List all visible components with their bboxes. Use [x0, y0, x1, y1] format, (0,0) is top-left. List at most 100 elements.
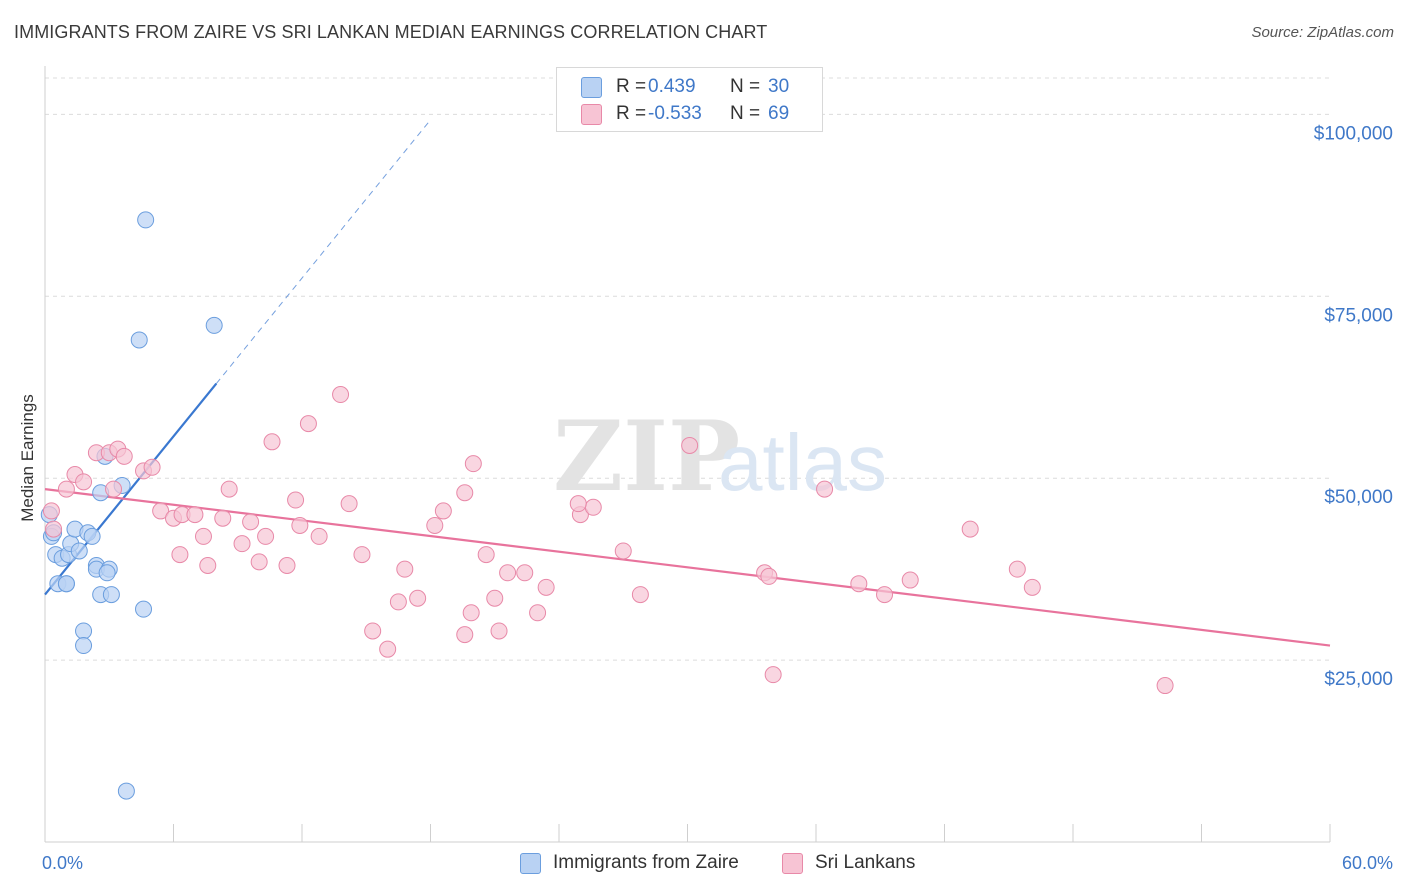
data-point-srilankans	[353, 546, 371, 564]
data-point-zaire	[117, 782, 135, 800]
data-point-srilankans	[199, 557, 217, 575]
data-point-srilankans	[681, 436, 699, 454]
data-point-srilankans	[263, 433, 281, 451]
data-point-srilankans	[464, 455, 482, 473]
data-point-srilankans	[242, 513, 260, 531]
x-tick-label-end: 60.0%	[1342, 853, 1393, 873]
data-point-srilankans	[537, 578, 555, 596]
bottom-legend-srilankans: Sri Lankans	[782, 852, 915, 874]
data-point-srilankans	[516, 564, 534, 582]
y-tick-label: $50,000	[1324, 487, 1393, 508]
data-point-srilankans	[764, 666, 782, 684]
data-point-zaire	[130, 331, 148, 349]
data-point-srilankans	[901, 571, 919, 589]
data-points	[40, 211, 1174, 800]
data-point-srilankans	[434, 502, 452, 520]
data-point-srilankans	[1023, 578, 1041, 596]
legend-r-label: R =	[616, 103, 647, 124]
data-point-srilankans	[75, 473, 93, 491]
legend-n-label: N =	[730, 103, 761, 124]
y-axis-label: Median Earnings	[18, 394, 37, 522]
y-tick-label: $25,000	[1324, 669, 1393, 690]
data-point-srilankans	[631, 586, 649, 604]
data-point-srilankans	[961, 520, 979, 538]
bottom-legend-label-zaire: Immigrants from Zaire	[553, 852, 739, 873]
data-point-srilankans	[194, 527, 212, 545]
legend-r-value: -0.533	[648, 103, 702, 124]
y-tick-label: $100,000	[1314, 123, 1393, 144]
data-point-srilankans	[45, 520, 63, 538]
data-point-srilankans	[1008, 560, 1026, 578]
x-tick-label-start: 0.0%	[42, 853, 83, 873]
chart-title: IMMIGRANTS FROM ZAIRE VS SRI LANKAN MEDI…	[14, 22, 768, 42]
data-point-srilankans	[456, 626, 474, 644]
data-point-zaire	[135, 600, 153, 618]
data-point-srilankans	[850, 575, 868, 593]
data-point-srilankans	[143, 458, 161, 476]
data-point-srilankans	[477, 546, 495, 564]
watermark-zip: ZIP	[553, 400, 740, 513]
data-point-zaire	[57, 575, 75, 593]
data-point-srilankans	[233, 535, 251, 553]
bottom-legend-swatch-zaire	[520, 852, 541, 874]
trend-lines	[44, 119, 1331, 647]
data-point-zaire	[83, 527, 101, 545]
data-point-srilankans	[379, 640, 397, 658]
bottom-legend-label-srilankans: Sri Lankans	[815, 852, 916, 873]
data-point-srilankans	[171, 546, 189, 564]
data-point-srilankans	[42, 502, 60, 520]
legend-n-value: 69	[768, 103, 790, 124]
watermark: ZIP atlas	[553, 400, 887, 513]
data-point-srilankans	[462, 604, 480, 622]
data-point-srilankans	[340, 495, 358, 513]
data-point-srilankans	[456, 484, 474, 502]
legend-row-zaire: R = 0.439 N = 30	[581, 74, 789, 100]
data-point-srilankans	[1156, 677, 1174, 695]
data-point-srilankans	[426, 516, 444, 534]
data-point-srilankans	[614, 542, 632, 560]
data-point-srilankans	[220, 480, 238, 498]
data-point-srilankans	[291, 516, 309, 534]
watermark-atlas: atlas	[718, 418, 887, 507]
trend-line-srilankans	[44, 488, 1331, 647]
data-point-srilankans	[364, 622, 382, 640]
data-point-srilankans	[569, 495, 587, 513]
data-point-srilankans	[876, 586, 894, 604]
data-point-zaire	[98, 564, 116, 582]
trend-line-extension-zaire	[215, 119, 431, 384]
data-point-srilankans	[57, 480, 75, 498]
data-point-srilankans	[278, 557, 296, 575]
data-point-srilankans	[396, 560, 414, 578]
data-point-srilankans	[584, 498, 602, 516]
data-point-srilankans	[816, 480, 834, 498]
legend-row-srilankans: R = -0.533 N = 69	[581, 101, 789, 127]
data-point-srilankans	[529, 604, 547, 622]
legend-n-label: N =	[730, 76, 761, 97]
data-point-srilankans	[214, 509, 232, 527]
data-point-zaire	[137, 211, 155, 229]
data-point-srilankans	[299, 415, 317, 433]
data-point-zaire	[102, 586, 120, 604]
axis-layer: $25,000 $50,000 $75,000 $100,000 0.0% 60.0%	[42, 66, 1393, 873]
data-point-zaire	[75, 622, 93, 640]
data-point-srilankans	[287, 491, 305, 509]
legend-r-label: R =	[616, 76, 647, 97]
data-point-srilankans	[499, 564, 517, 582]
legend-swatch-zaire	[581, 76, 602, 98]
data-point-srilankans	[490, 622, 508, 640]
data-point-srilankans	[257, 527, 275, 545]
bottom-legend-swatch-srilankans	[782, 852, 803, 874]
grid-layer	[45, 77, 1330, 661]
data-point-srilankans	[250, 553, 268, 571]
data-point-srilankans	[310, 527, 328, 545]
data-point-srilankans	[105, 480, 123, 498]
legend-swatch-srilankans	[581, 103, 602, 125]
data-point-srilankans	[409, 589, 427, 607]
data-point-srilankans	[332, 386, 350, 404]
data-point-srilankans	[152, 502, 170, 520]
data-point-srilankans	[760, 567, 778, 585]
legend-r-value: 0.439	[648, 76, 696, 97]
data-point-zaire	[205, 316, 223, 334]
data-point-srilankans	[115, 447, 133, 465]
